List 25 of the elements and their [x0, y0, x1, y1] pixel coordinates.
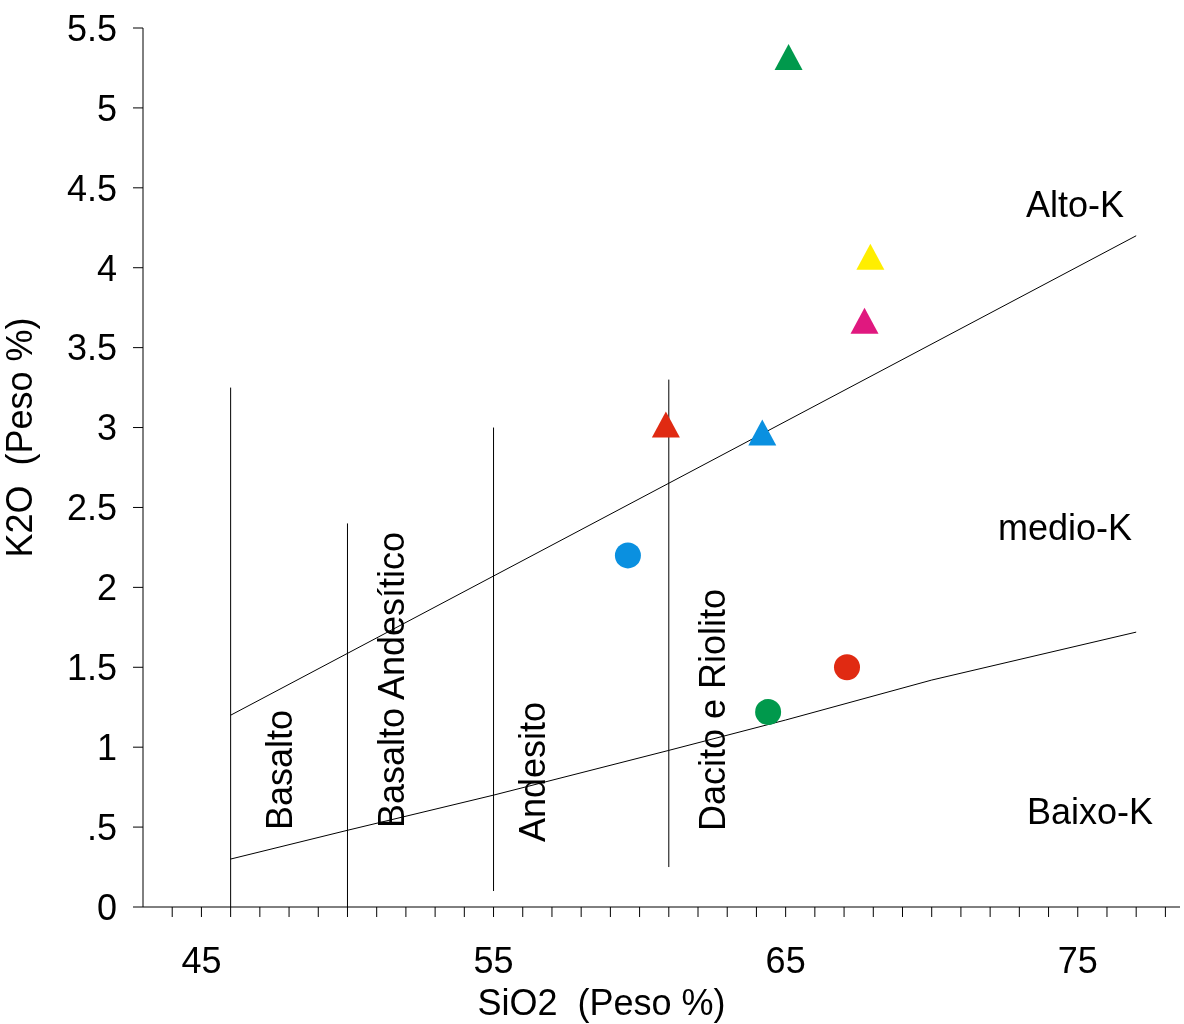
- y-tick-label: 2: [96, 567, 117, 609]
- y-tick-label: 5: [96, 87, 117, 129]
- y-tick-label: 3: [96, 407, 117, 449]
- y-tick-label: 4: [96, 247, 117, 289]
- annotation: Baixo-K: [1026, 791, 1154, 832]
- y-tick-label: 4.5: [66, 167, 117, 209]
- y-tick-label: 2.5: [66, 487, 117, 529]
- annotation: Basalto Andesítico: [371, 531, 412, 829]
- annotation: medio-K: [997, 507, 1133, 548]
- annotation: Basalto: [259, 709, 300, 831]
- x-tick-label: 55: [473, 939, 514, 981]
- y-tick-label: 0: [96, 886, 117, 928]
- annotation: Alto-K: [1025, 184, 1125, 225]
- y-tick-label: 1: [96, 726, 117, 768]
- x-tick-label: 65: [765, 939, 806, 981]
- x-tick-label: 45: [181, 939, 222, 981]
- y-tick-label: 3.5: [66, 327, 117, 369]
- annotation: Dacito e Riolito: [692, 588, 733, 832]
- y-tick-label: .5: [86, 806, 117, 848]
- x-axis-title: SiO2 (Peso %): [477, 982, 726, 1023]
- x-tick-label: 75: [1057, 939, 1098, 981]
- y-tick-label: 1.5: [66, 647, 117, 689]
- annotation: Andesito: [512, 701, 553, 843]
- y-tick-label: 5.5: [66, 7, 117, 49]
- y-axis-title: K2O (Peso %): [0, 317, 40, 558]
